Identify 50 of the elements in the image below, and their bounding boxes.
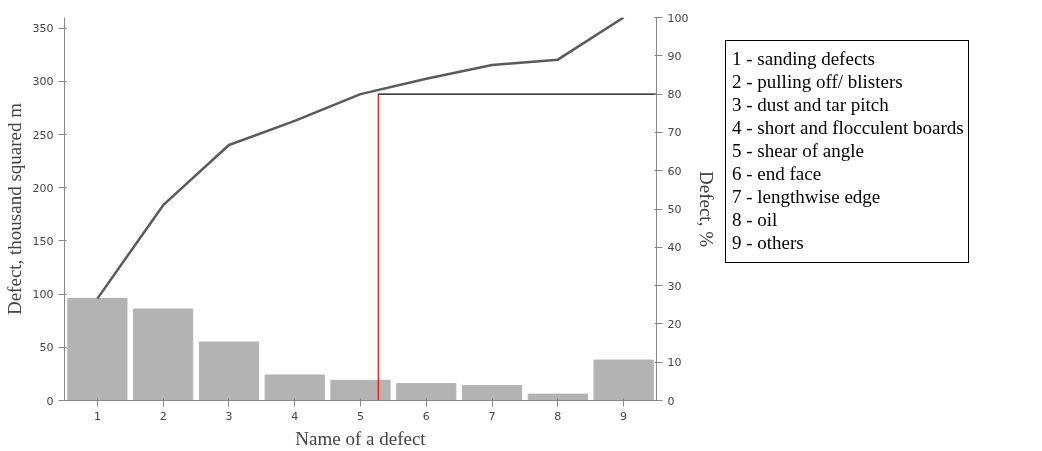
bar	[461, 385, 523, 401]
text: 5 - shear of angle	[732, 139, 865, 162]
y2-tick-label: 0	[667, 394, 675, 408]
text: 3 - dust and tar pitch	[732, 93, 890, 116]
text: 2 - pulling off/ blisters	[732, 70, 904, 93]
text: 8 - oil	[732, 208, 779, 231]
x-axis-title: Name of a defect	[295, 427, 427, 449]
y2-tick-label: 80	[667, 88, 682, 102]
bar	[330, 379, 391, 401]
y-tick-label: 350	[32, 22, 54, 36]
x-tick-label: 8	[554, 409, 562, 423]
y-tick-label: 300	[32, 75, 54, 89]
bar	[198, 341, 260, 401]
bar	[593, 359, 654, 401]
bar	[527, 393, 588, 401]
x-tick-label: 9	[620, 409, 628, 423]
text: 9 - others	[732, 231, 805, 254]
y2-axis-title: Defect, %	[696, 171, 718, 248]
text: 4 - short and flocculent boards	[732, 116, 964, 139]
x-tick-label: 7	[488, 409, 496, 423]
y-tick-label: 200	[32, 181, 54, 195]
x-tick-label: 4	[291, 409, 299, 423]
bar	[67, 297, 128, 401]
x-tick-label: 2	[159, 409, 167, 423]
x-tick-label: 1	[93, 409, 101, 423]
y-tick-label: 0	[46, 394, 54, 408]
y2-tick-label: 70	[667, 126, 682, 140]
x-tick-label: 6	[422, 409, 430, 423]
y2-tick-label: 100	[667, 11, 689, 25]
y-axis-title: Defect, thousand squared m	[3, 102, 25, 316]
x-tick-label: 3	[225, 409, 233, 423]
text: 7 - lengthwise edge	[732, 185, 882, 208]
y2-tick-label: 40	[667, 241, 682, 255]
y-tick-label: 100	[32, 288, 54, 302]
y2-tick-label: 60	[667, 164, 682, 178]
bar	[133, 308, 194, 401]
y-tick-label: 150	[32, 234, 54, 248]
bar	[264, 374, 325, 401]
y2-tick-label: 30	[667, 279, 682, 293]
line-series	[96, 17, 625, 300]
y2-tick-label: 50	[667, 203, 682, 216]
y-tick-label: 250	[32, 128, 54, 142]
y2-tick-label: 20	[667, 317, 682, 331]
text: 1 - sanding defects	[732, 47, 876, 70]
y-tick-label: 50	[39, 341, 54, 355]
x-tick-label: 5	[357, 409, 364, 423]
y2-tick-label: 10	[667, 356, 682, 370]
text: 6 - end face	[732, 162, 823, 185]
bar	[396, 382, 457, 401]
y2-tick-label: 90	[667, 49, 682, 63]
